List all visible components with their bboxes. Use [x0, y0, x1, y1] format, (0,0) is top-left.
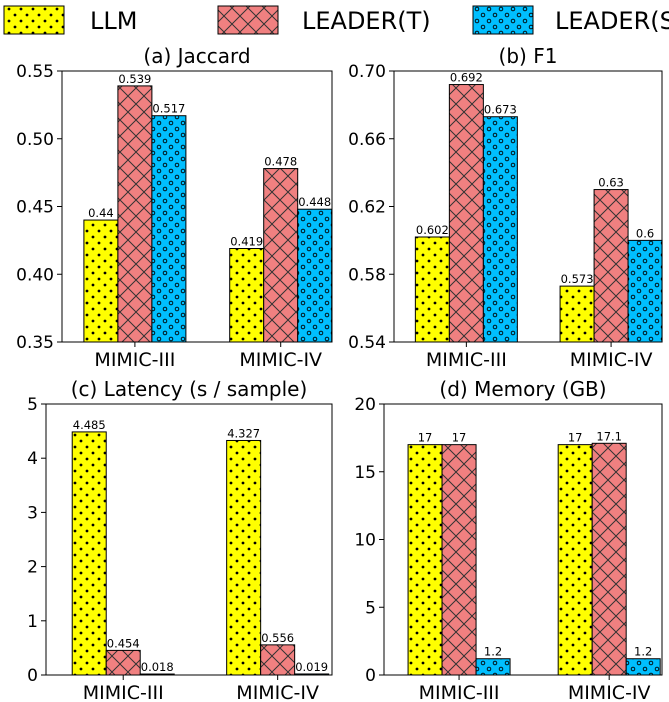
value-label-leader-t-mimic-iv: 0.556 — [261, 631, 294, 645]
bar-llm-mimic-iv — [226, 439, 262, 676]
bar-llm-mimic-iv — [557, 444, 593, 676]
y-tick-label: 1 — [27, 612, 38, 632]
value-label-leader-s-mimic-iv: 0.6 — [636, 226, 654, 240]
y-tick-label: 0 — [27, 666, 38, 686]
x-tick-label-mimic-iv: MIMIC-IV — [570, 349, 653, 371]
legend-label-llm: LLM — [90, 7, 137, 35]
chart-jaccard: (a) Jaccard 0.44 0.419 0.539 0.478 0.517 0.448… — [16, 44, 333, 371]
y-tick-label: 0.50 — [16, 130, 54, 150]
value-label-leader-t-mimic-iv: 17.1 — [596, 429, 622, 443]
y-tick-label: 0.58 — [348, 265, 386, 285]
y-tick-label: 20 — [354, 395, 376, 415]
value-label-leader-s-mimic-iv: 1.2 — [634, 645, 652, 659]
value-label-leader-s-mimic-iv: 0.019 — [295, 660, 328, 674]
x-tick-label-mimic-iii: MIMIC-III — [426, 349, 507, 371]
chart-title: (a) Jaccard — [143, 44, 250, 68]
legend-swatch-llm — [3, 5, 65, 35]
bar-llm-mimic-iii — [71, 431, 107, 676]
x-tick-label-mimic-iv: MIMIC-IV — [236, 682, 319, 702]
y-tick-label: 5 — [365, 598, 376, 618]
bar-leader-t-mimic-iv — [591, 442, 627, 676]
legend-swatch-leader-s — [472, 5, 534, 35]
bar-llm-mimic-iv — [559, 285, 595, 343]
bar-llm-mimic-iii — [407, 444, 443, 676]
legend-item-llm: LLM — [3, 5, 137, 35]
value-label-leader-t-mimic-iv: 0.478 — [264, 155, 297, 169]
bar-leader-s-mimic-iii — [151, 115, 187, 343]
legend-item-leader-t: LEADER(T) — [217, 5, 431, 35]
x-tick-label-mimic-iii: MIMIC-III — [94, 349, 175, 371]
value-label-llm-mimic-iii: 0.602 — [416, 223, 449, 237]
y-tick-label: 0.55 — [16, 62, 54, 82]
y-tick-label: 0.45 — [16, 198, 54, 218]
chart-title: (d) Memory (GB) — [439, 377, 606, 401]
bar-leader-s-mimic-iv — [627, 239, 663, 343]
value-label-leader-s-mimic-iii: 0.673 — [484, 103, 517, 117]
y-tick-label: 0 — [365, 666, 376, 686]
value-label-leader-t-mimic-iii: 0.539 — [118, 72, 151, 86]
y-tick-label: 0.62 — [348, 198, 386, 218]
value-label-leader-s-mimic-iii: 1.2 — [484, 645, 502, 659]
y-tick-label: 0.66 — [348, 130, 386, 150]
y-tick-label: 3 — [27, 503, 38, 523]
value-label-leader-s-mimic-iii: 0.018 — [141, 660, 174, 674]
x-tick-label-mimic-iii: MIMIC-III — [419, 682, 500, 702]
value-label-llm-mimic-iii: 17 — [418, 431, 433, 445]
charts: (a) Jaccard 0.44 0.419 0.539 0.478 0.517 0.448… — [16, 44, 663, 702]
y-tick-label: 0.54 — [348, 333, 386, 353]
value-label-llm-mimic-iv: 17 — [568, 431, 583, 445]
chart-title: (b) F1 — [499, 44, 558, 68]
bar-leader-t-mimic-iv — [260, 644, 296, 676]
y-tick-label: 15 — [354, 463, 376, 483]
chart-f1: (b) F1 0.602 0.573 0.692 0.63 0.673 0.6 0.54 0.5… — [348, 44, 663, 371]
bar-llm-mimic-iii — [414, 236, 450, 343]
y-tick-label: 0.40 — [16, 265, 54, 285]
legend-label-leader-s: LEADER(S) — [555, 7, 669, 35]
bar-leader-t-mimic-iii — [448, 84, 484, 343]
bar-leader-t-mimic-iv — [263, 168, 299, 343]
bar-leader-t-mimic-iii — [441, 444, 477, 676]
x-tick-label-mimic-iv: MIMIC-IV — [239, 349, 322, 371]
value-label-leader-t-mimic-iii: 0.692 — [450, 71, 483, 85]
value-label-llm-mimic-iv: 0.573 — [561, 272, 594, 286]
y-tick-label: 2 — [27, 558, 38, 578]
y-tick-label: 0.70 — [348, 62, 386, 82]
bar-leader-t-mimic-iv — [593, 189, 629, 343]
value-label-leader-t-mimic-iv: 0.63 — [598, 176, 624, 190]
y-tick-label: 4 — [27, 449, 38, 469]
legend: LLM LEADER(T) LEADER(S) — [3, 5, 669, 35]
y-tick-label: 10 — [354, 531, 376, 551]
x-tick-label-mimic-iv: MIMIC-IV — [568, 682, 651, 702]
legend-label-leader-t: LEADER(T) — [302, 7, 431, 35]
y-tick-label: 0.35 — [16, 333, 54, 353]
value-label-llm-mimic-iv: 4.327 — [227, 426, 260, 440]
x-tick-label-mimic-iii: MIMIC-III — [83, 682, 164, 702]
bar-llm-mimic-iii — [83, 219, 119, 343]
y-tick-label: 5 — [27, 395, 38, 415]
chart-title: (c) Latency (s / sample) — [71, 377, 308, 401]
value-label-leader-t-mimic-iii: 0.454 — [107, 636, 140, 650]
bar-leader-s-mimic-iv — [297, 208, 333, 343]
value-label-llm-mimic-iii: 0.44 — [88, 206, 114, 220]
value-label-llm-mimic-iii: 4.485 — [73, 418, 106, 432]
bar-leader-t-mimic-iii — [105, 649, 141, 676]
chart-memory: (d) Memory (GB) 17 17 17 17.1 1.2 1.2 0 5 10 15 20 M… — [354, 377, 663, 702]
plot-frame — [45, 403, 333, 676]
bar-leader-s-mimic-iii — [482, 116, 518, 343]
legend-item-leader-s: LEADER(S) — [472, 5, 669, 35]
legend-swatch-leader-t — [217, 5, 279, 35]
bar-llm-mimic-iv — [229, 248, 265, 343]
bar-leader-s-mimic-iv — [625, 658, 661, 676]
bar-leader-s-mimic-iii — [475, 658, 511, 676]
bar-leader-t-mimic-iii — [117, 85, 153, 343]
value-label-leader-s-mimic-iii: 0.517 — [152, 102, 185, 116]
value-label-leader-t-mimic-iii: 17 — [452, 431, 467, 445]
value-label-llm-mimic-iv: 0.419 — [230, 235, 263, 249]
value-label-leader-s-mimic-iv: 0.448 — [298, 195, 331, 209]
